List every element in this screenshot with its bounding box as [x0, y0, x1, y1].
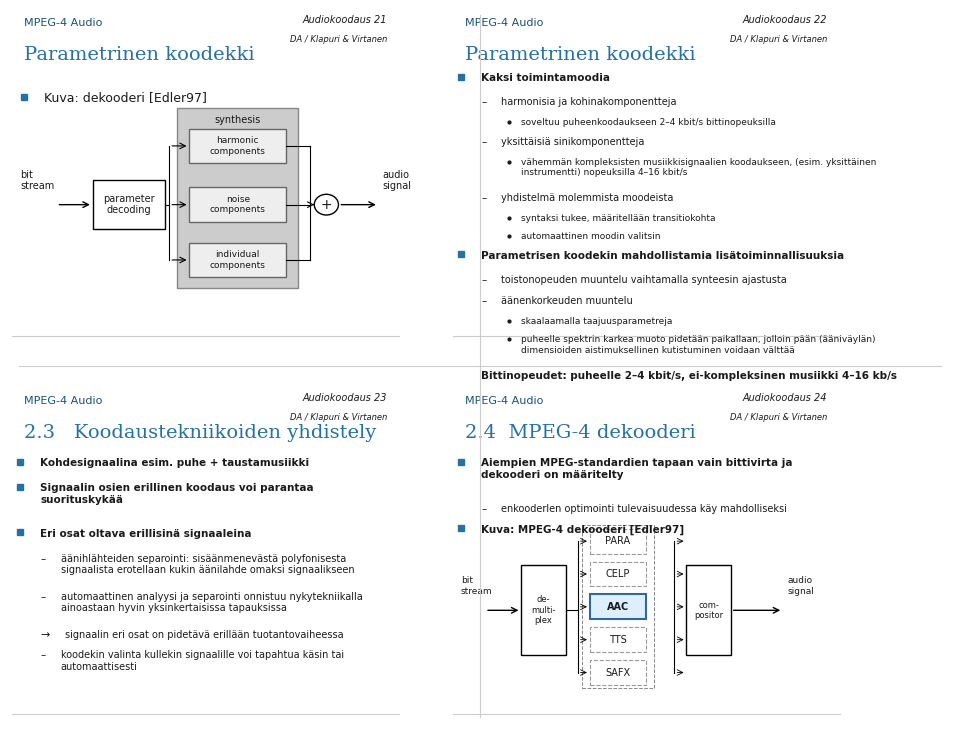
FancyBboxPatch shape — [521, 565, 565, 655]
Text: Parametrinen koodekki: Parametrinen koodekki — [465, 45, 696, 64]
Text: Kohdesignaalina esim. puhe + taustamusiikki: Kohdesignaalina esim. puhe + taustamusii… — [40, 458, 309, 468]
Text: audio
signal: audio signal — [383, 170, 412, 191]
Text: vähemmän kompleksisten musiikkisignaalien koodaukseen, (esim. yksittäinen
instru: vähemmän kompleksisten musiikkisignaalie… — [521, 157, 876, 177]
Text: koodekin valinta kullekin signaalille voi tapahtua käsin tai
automaattisesti: koodekin valinta kullekin signaalille vo… — [60, 651, 344, 672]
Text: Bittinopeudet: puheelle 2–4 kbit/s, ei-kompleksinen musiikki 4–16 kb/s: Bittinopeudet: puheelle 2–4 kbit/s, ei-k… — [481, 370, 897, 381]
Circle shape — [314, 194, 339, 215]
Text: automaattinen moodin valitsin: automaattinen moodin valitsin — [521, 232, 660, 242]
Text: –: – — [40, 553, 46, 564]
Text: 2.4  MPEG-4 dekooderi: 2.4 MPEG-4 dekooderi — [465, 424, 696, 441]
Text: Kuva: MPEG-4 dekooderi [Edler97]: Kuva: MPEG-4 dekooderi [Edler97] — [481, 525, 684, 535]
Text: PARA: PARA — [606, 536, 631, 546]
Text: Audiokoodaus 24: Audiokoodaus 24 — [743, 392, 828, 403]
Text: MPEG-4 Audio: MPEG-4 Audio — [24, 18, 103, 28]
Text: yhdistelmä molemmista moodeista: yhdistelmä molemmista moodeista — [501, 193, 674, 203]
Text: bit
stream: bit stream — [461, 576, 492, 596]
FancyBboxPatch shape — [178, 108, 299, 288]
Text: enkooderlen optimointi tulevaisuudessa käy mahdolliseksi: enkooderlen optimointi tulevaisuudessa k… — [501, 504, 787, 514]
Text: puheelle spektrin karkea muoto pidetään paikallaan, jolloin pään (ääniväylän)
di: puheelle spektrin karkea muoto pidetään … — [521, 335, 876, 355]
Text: skaalaamalla taajuusparametreja: skaalaamalla taajuusparametreja — [521, 317, 673, 326]
FancyBboxPatch shape — [189, 187, 286, 222]
Text: syntaksi tukee, määritellään transitiokohta: syntaksi tukee, määritellään transitioko… — [521, 214, 716, 223]
Text: –: – — [40, 651, 46, 660]
FancyBboxPatch shape — [589, 594, 646, 619]
Text: automaattinen analyysi ja separointi onnistuu nykytekniikalla
ainoastaan hyvin y: automaattinen analyysi ja separointi onn… — [60, 591, 362, 613]
Text: Audiokoodaus 21: Audiokoodaus 21 — [302, 15, 387, 25]
Text: SAFX: SAFX — [606, 668, 631, 678]
Text: harmonisia ja kohinakomponentteja: harmonisia ja kohinakomponentteja — [501, 97, 677, 108]
Text: bit
stream: bit stream — [20, 170, 55, 191]
Text: com-
positor: com- positor — [694, 600, 723, 620]
Text: soveltuu puheenkoodaukseen 2–4 kbit/s bittinopeuksilla: soveltuu puheenkoodaukseen 2–4 kbit/s bi… — [521, 119, 777, 127]
Text: harmonic
components: harmonic components — [210, 136, 266, 156]
Text: äänihlähteiden separointi: sisäänmenevästä polyfonisesta
signaalista erotellaan : äänihlähteiden separointi: sisäänmeneväs… — [60, 553, 354, 575]
FancyBboxPatch shape — [589, 627, 646, 652]
Text: –: – — [481, 193, 487, 203]
FancyBboxPatch shape — [189, 243, 286, 277]
Text: parameter
decoding: parameter decoding — [104, 194, 155, 215]
Text: DA / Klapuri & Virtanen: DA / Klapuri & Virtanen — [731, 35, 828, 44]
Text: Kuva: dekooderi [Edler97]: Kuva: dekooderi [Edler97] — [44, 91, 207, 104]
Text: Aiempien MPEG-standardien tapaan vain bittivirta ja
dekooderi on määritelty: Aiempien MPEG-standardien tapaan vain bi… — [481, 458, 793, 479]
Text: –: – — [481, 296, 487, 306]
Text: Audiokoodaus 23: Audiokoodaus 23 — [302, 392, 387, 403]
Text: AAC: AAC — [607, 602, 629, 612]
Text: de-
multi-
plex: de- multi- plex — [531, 595, 556, 625]
Text: yksittäisiä sinikomponentteja: yksittäisiä sinikomponentteja — [501, 137, 644, 147]
Text: MPEG-4 Audio: MPEG-4 Audio — [24, 396, 103, 406]
FancyBboxPatch shape — [589, 660, 646, 685]
Text: –: – — [481, 137, 487, 147]
Text: synthesis: synthesis — [215, 115, 261, 124]
Text: Parametrinen koodekki: Parametrinen koodekki — [24, 45, 255, 64]
Text: –: – — [40, 591, 46, 602]
Text: →: → — [40, 630, 50, 640]
Text: toistonopeuden muuntelu vaihtamalla synteesin ajastusta: toistonopeuden muuntelu vaihtamalla synt… — [501, 275, 787, 285]
FancyBboxPatch shape — [686, 565, 731, 655]
Text: DA / Klapuri & Virtanen: DA / Klapuri & Virtanen — [290, 414, 387, 422]
Text: 2.3   Koodaustekniikoiden yhdistely: 2.3 Koodaustekniikoiden yhdistely — [24, 424, 376, 441]
Text: individual
components: individual components — [210, 250, 266, 269]
FancyBboxPatch shape — [589, 561, 646, 586]
Text: signaalin eri osat on pidetävä erillään tuotantovaiheessa: signaalin eri osat on pidetävä erillään … — [64, 630, 344, 640]
Text: audio
signal: audio signal — [787, 576, 814, 596]
FancyBboxPatch shape — [189, 129, 286, 163]
FancyBboxPatch shape — [589, 529, 646, 553]
Text: –: – — [481, 504, 487, 514]
Text: TTS: TTS — [610, 635, 627, 645]
Text: MPEG-4 Audio: MPEG-4 Audio — [465, 18, 543, 28]
Text: Kaksi toimintamoodia: Kaksi toimintamoodia — [481, 73, 611, 83]
Text: Parametrisen koodekin mahdollistamia lisätoiminnallisuuksia: Parametrisen koodekin mahdollistamia lis… — [481, 251, 844, 261]
Text: –: – — [481, 97, 487, 108]
Text: –: – — [481, 275, 487, 285]
Text: Signaalin osien erillinen koodaus voi parantaa
suorituskykää: Signaalin osien erillinen koodaus voi pa… — [40, 483, 314, 504]
Text: DA / Klapuri & Virtanen: DA / Klapuri & Virtanen — [731, 414, 828, 422]
Text: MPEG-4 Audio: MPEG-4 Audio — [465, 396, 543, 406]
Text: +: + — [321, 198, 332, 212]
Text: äänenkorkeuden muuntelu: äänenkorkeuden muuntelu — [501, 296, 633, 306]
FancyBboxPatch shape — [93, 181, 165, 229]
Text: Audiokoodaus 22: Audiokoodaus 22 — [743, 15, 828, 25]
Text: Eri osat oltava erillisinä signaaleina: Eri osat oltava erillisinä signaaleina — [40, 529, 252, 539]
Text: DA / Klapuri & Virtanen: DA / Klapuri & Virtanen — [290, 35, 387, 44]
Text: noise
components: noise components — [210, 195, 266, 214]
Text: CELP: CELP — [606, 569, 630, 579]
